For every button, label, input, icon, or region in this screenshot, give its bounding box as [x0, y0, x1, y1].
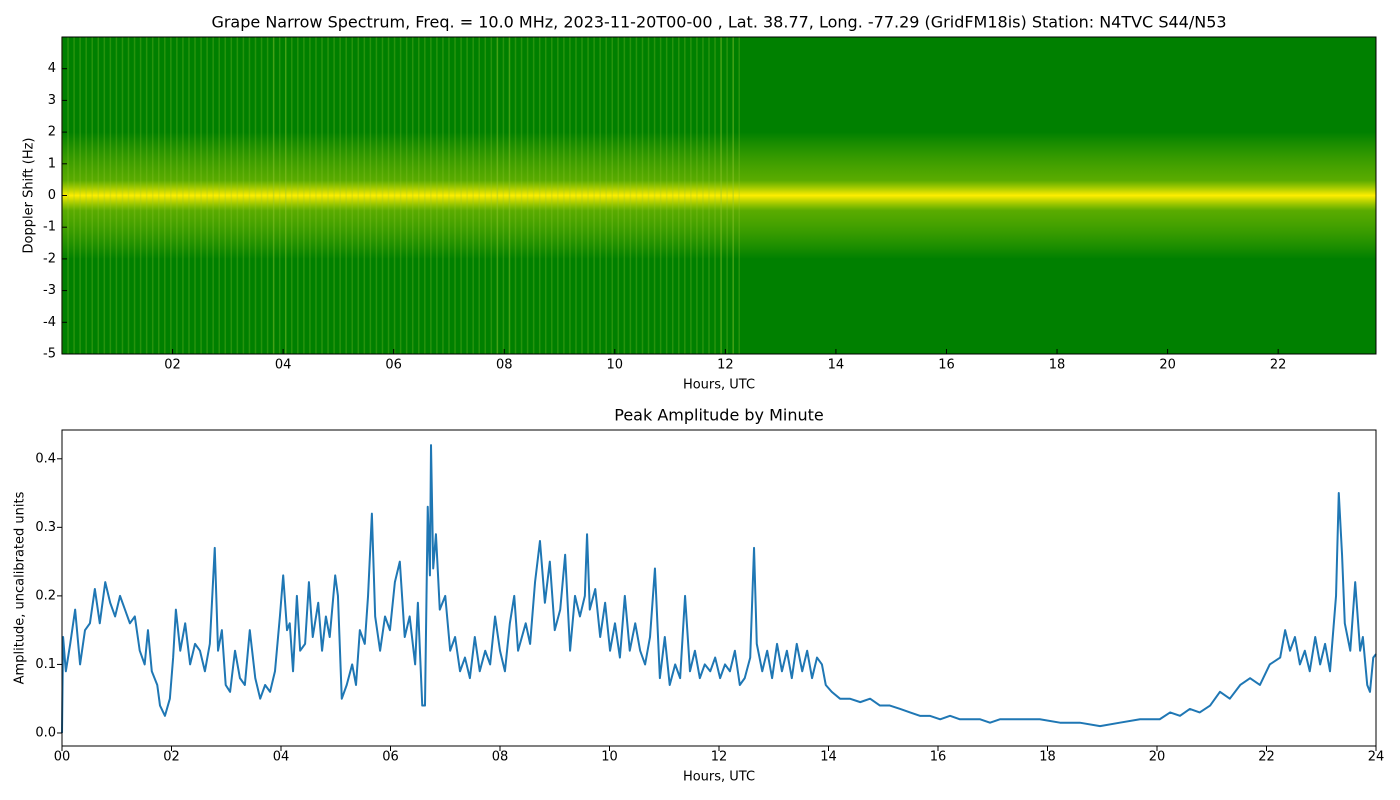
x-axis-label: Hours, UTC: [683, 770, 755, 785]
x-tick-label: 22: [1258, 750, 1275, 765]
x-axis-label: Hours, UTC: [683, 378, 755, 393]
y-tick-label: 2: [48, 125, 56, 140]
x-tick-label: 02: [163, 750, 180, 765]
y-tick-label: -1: [43, 220, 56, 235]
chart-title: Grape Narrow Spectrum, Freq. = 10.0 MHz,…: [211, 13, 1226, 32]
x-tick-label: 10: [601, 750, 618, 765]
y-tick-label: -2: [43, 251, 56, 266]
y-tick-label: -5: [43, 347, 56, 362]
x-tick-label: 08: [492, 750, 509, 765]
y-tick-label: 0: [48, 188, 56, 203]
y-tick-label: 0.0: [35, 725, 56, 740]
x-tick-label: 12: [711, 750, 728, 765]
x-tick-label: 22: [1270, 358, 1287, 373]
x-tick-label: 18: [1039, 750, 1056, 765]
x-tick-label: 06: [385, 358, 402, 373]
x-tick-label: 20: [1159, 358, 1176, 373]
x-tick-label: 04: [273, 750, 290, 765]
x-tick-label: 14: [828, 358, 845, 373]
x-tick-label: 02: [164, 358, 181, 373]
x-tick-label: 16: [938, 358, 955, 373]
x-tick-label: 06: [382, 750, 399, 765]
amplitude-line: [61, 444, 1377, 733]
y-tick-label: 0.3: [35, 520, 56, 535]
x-tick-label: 10: [607, 358, 624, 373]
y-tick-label: 0.1: [35, 657, 56, 672]
x-tick-label: 14: [820, 750, 837, 765]
y-tick-label: -4: [43, 315, 56, 330]
x-tick-label: 12: [717, 358, 734, 373]
y-tick-label: 0.2: [35, 588, 56, 603]
chart-title: Peak Amplitude by Minute: [614, 406, 824, 425]
y-tick-label: 1: [48, 156, 56, 171]
plot-frame: [61, 429, 1377, 747]
y-axis-label: Amplitude, uncalibrated units: [13, 491, 28, 684]
y-tick-label: 0.4: [35, 451, 56, 466]
y-tick-label: 4: [48, 61, 56, 76]
x-tick-label: 16: [930, 750, 947, 765]
x-tick-label: 20: [1149, 750, 1166, 765]
x-tick-label: 04: [275, 358, 292, 373]
x-tick-label: 18: [1049, 358, 1066, 373]
y-tick-label: -3: [43, 283, 56, 298]
spectrogram-band: [62, 132, 1376, 259]
x-tick-label: 08: [496, 358, 513, 373]
y-axis-label: Doppler Shift (Hz): [22, 138, 37, 254]
x-tick-label: 00: [54, 750, 71, 765]
x-tick-label: 24: [1368, 750, 1385, 765]
y-tick-label: 3: [48, 93, 56, 108]
